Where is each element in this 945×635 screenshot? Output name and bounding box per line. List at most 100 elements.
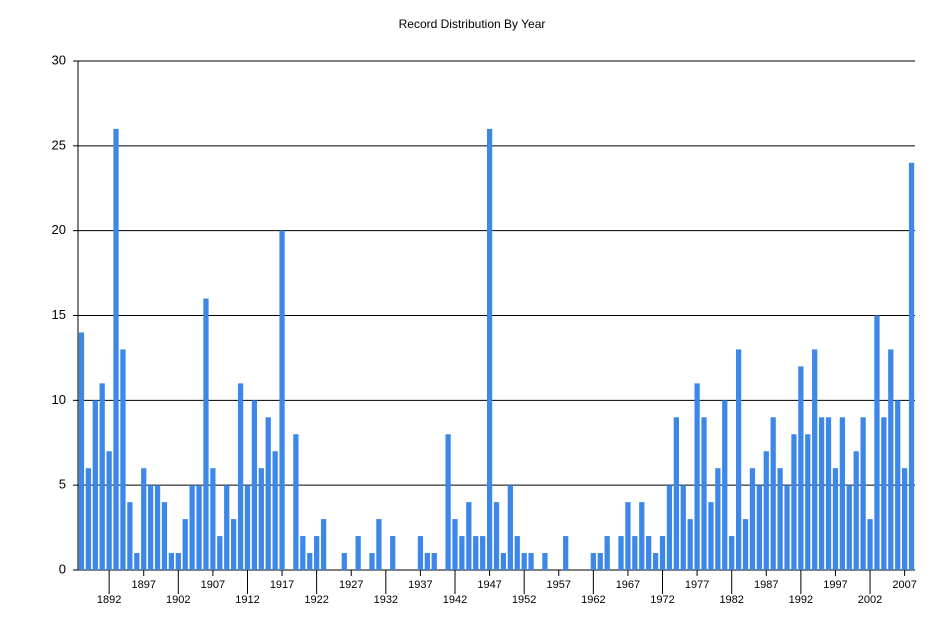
bar	[673, 417, 679, 570]
bar	[106, 451, 112, 570]
bar	[493, 502, 500, 570]
x-tick-label: 1902	[166, 594, 190, 606]
bar	[805, 434, 811, 570]
bar	[127, 502, 133, 570]
bar	[231, 519, 237, 570]
x-tick-label: 1937	[408, 579, 432, 591]
bar	[895, 400, 901, 570]
bar	[217, 536, 223, 570]
x-tick-label: 1962	[581, 594, 605, 606]
bar	[272, 451, 278, 570]
x-tick-label: 1987	[754, 579, 778, 591]
bar	[659, 536, 666, 570]
bar	[182, 519, 188, 570]
bar	[812, 349, 818, 570]
bar	[480, 536, 486, 570]
x-tick-label: 1927	[339, 579, 363, 591]
bar	[307, 553, 313, 570]
bar	[452, 519, 458, 570]
bar	[770, 417, 776, 570]
bar	[78, 332, 85, 570]
bar	[867, 519, 873, 570]
bar	[846, 485, 852, 570]
bar	[694, 383, 700, 570]
bar	[466, 502, 472, 570]
y-tick-label: 10	[52, 392, 66, 407]
bar	[161, 502, 168, 570]
bar	[618, 536, 624, 570]
bar	[85, 468, 92, 570]
bar	[196, 485, 202, 570]
bar	[320, 519, 327, 570]
bar	[715, 468, 721, 570]
bar	[860, 417, 866, 570]
bar	[431, 553, 437, 570]
bar	[784, 485, 790, 570]
x-tick-label: 1947	[477, 579, 501, 591]
bar	[279, 230, 285, 570]
bar	[293, 434, 299, 570]
bar	[680, 485, 686, 570]
bar	[507, 485, 513, 570]
y-tick-label: 5	[59, 477, 66, 492]
bar	[646, 536, 652, 570]
bar	[424, 553, 430, 570]
bar	[839, 417, 845, 570]
bar	[735, 349, 742, 570]
bar	[314, 536, 320, 570]
bar	[749, 468, 756, 570]
bar	[832, 468, 839, 570]
bar	[473, 536, 479, 570]
bar	[687, 519, 693, 570]
bar	[881, 417, 887, 570]
bar	[888, 349, 894, 570]
y-tick-label: 20	[52, 222, 66, 237]
bar	[756, 485, 762, 570]
bar	[791, 434, 797, 570]
x-tick-label: 1897	[131, 579, 155, 591]
bar	[390, 536, 396, 570]
bar	[604, 536, 610, 570]
bar	[369, 553, 375, 570]
bar	[417, 536, 424, 570]
bar	[521, 553, 527, 570]
bar	[652, 553, 659, 570]
x-tick-label: 1967	[616, 579, 640, 591]
bar	[901, 468, 908, 570]
bar	[708, 502, 714, 570]
bar	[777, 468, 783, 570]
x-tick-label: 1907	[201, 579, 225, 591]
bar	[818, 417, 825, 570]
bar	[148, 485, 154, 570]
bar	[874, 315, 880, 570]
bar	[666, 485, 673, 570]
x-tick-label: 1912	[235, 594, 259, 606]
bar	[341, 553, 347, 570]
x-tick-label: 1992	[789, 594, 813, 606]
bar	[99, 383, 105, 570]
bar	[701, 417, 707, 570]
bar	[908, 162, 915, 571]
bar	[265, 417, 271, 570]
bar	[154, 485, 161, 570]
x-tick-label: 1892	[97, 594, 121, 606]
x-tick-label: 1932	[374, 594, 398, 606]
bar	[742, 519, 749, 570]
bar	[251, 400, 258, 570]
x-tick-label: 1972	[650, 594, 674, 606]
bar	[528, 553, 534, 570]
bar	[632, 536, 638, 570]
y-tick-label: 15	[52, 307, 66, 322]
bar	[244, 485, 251, 570]
x-tick-label: 1957	[547, 579, 571, 591]
bar	[445, 434, 451, 570]
bar	[514, 536, 520, 570]
bar	[134, 553, 140, 570]
bar	[210, 468, 216, 570]
bar	[175, 553, 181, 570]
bar	[376, 519, 382, 570]
bar	[237, 383, 244, 570]
bar	[625, 502, 631, 570]
bar	[729, 536, 735, 570]
